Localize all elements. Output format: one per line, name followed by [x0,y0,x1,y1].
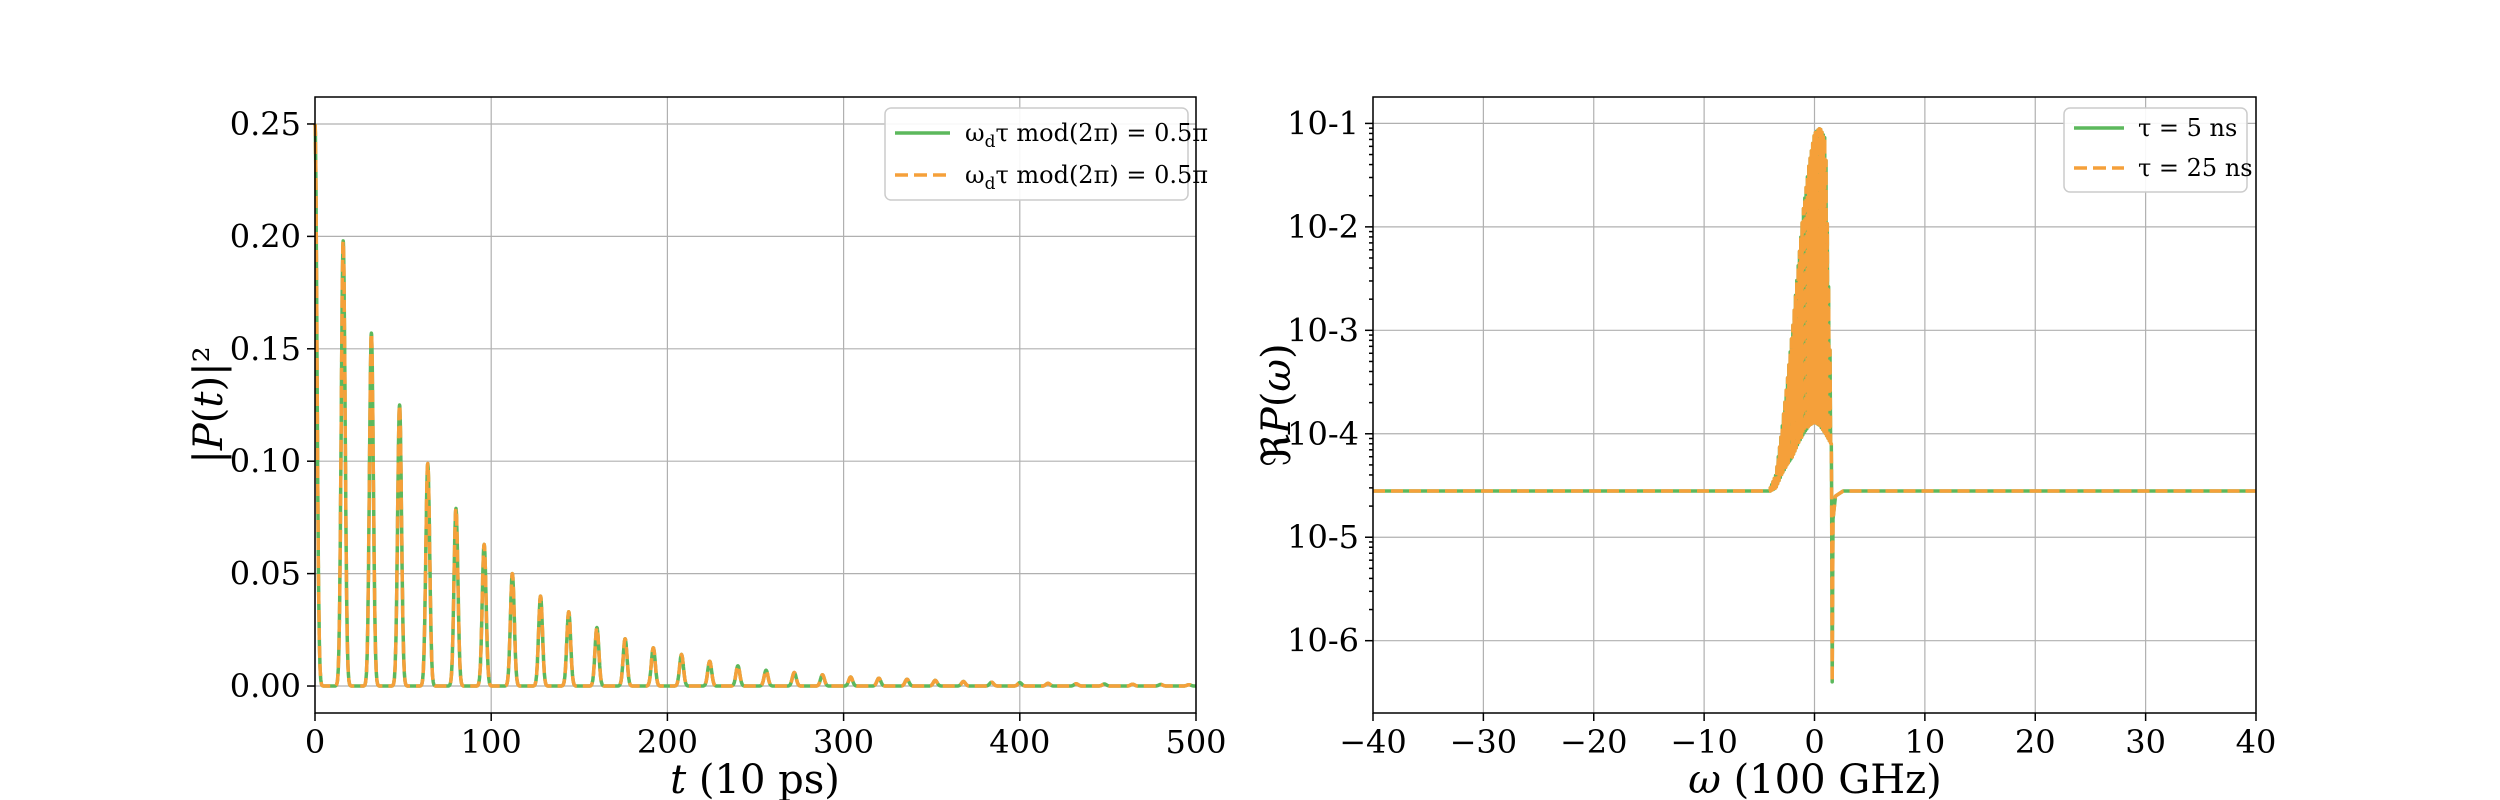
left-x-tick-label: 0 [305,723,325,761]
left-y-tick-label: 0.15 [230,330,301,368]
left-x-tick-label: 300 [813,723,874,761]
left-series-group [313,123,1198,688]
left-y-tick-label: 0.20 [230,217,301,255]
left-x-axis-label: t (10 ps) [670,757,840,800]
right-legend-label-2: τ = 25 ns [2138,154,2253,182]
right-x-tick-label: 20 [2015,723,2056,761]
right-x-axis-label: ω (100 GHz) [1688,757,1942,800]
left-legend: ωdτ mod(2π) = 0.5π ωdτ mod(2π) = 0.5π [884,107,1208,201]
right-y-tick-label: 10-6 [1287,622,1359,660]
right-x-tick-label: −30 [1450,723,1518,761]
right-y-tick-label: 10-1 [1287,104,1359,142]
left-y-axis-label: |P(t)|² [186,346,232,463]
right-y-tick-label: 10-4 [1287,415,1359,453]
right-y-tick-label: 10-2 [1287,208,1359,246]
right-x-tick-label: 30 [2125,723,2166,761]
right-x-tick-label: 0 [1804,723,1824,761]
left-x-tick-label: 500 [1165,723,1226,761]
right-y-axis-label: ℜP(ω) [1254,343,1300,466]
right-x-tick-label: 10 [1905,723,1946,761]
right-y-tick-label: 10-3 [1287,311,1359,349]
left-x-tick-label: 200 [637,723,698,761]
right-x-tick-label: 40 [2236,723,2277,761]
right-x-tick-label: −20 [1560,723,1628,761]
left-legend-box [884,107,1189,201]
right-series-group [1373,127,2256,684]
left-ticks: 0 100 200 300 400 500 0.00 0.05 0.10 0.15 0.20 0.25 [230,105,1227,761]
right-legend-label-1: τ = 5 ns [2138,114,2237,142]
right-x-tick-label: −40 [1339,723,1407,761]
left-series-line-1 [313,123,1198,688]
right-series-line-2 [1373,127,2256,684]
left-legend-label-2: ωdτ mod(2π) = 0.5π [965,161,1208,194]
left-x-tick-label: 100 [461,723,522,761]
right-legend: τ = 5 ns τ = 25 ns [2063,107,2253,193]
frequency-domain-plot: −40 −30 −20 −10 0 10 20 30 40 10-6 10-5 10-4 10-3 10-… [1254,96,2276,800]
right-x-tick-label: −10 [1670,723,1738,761]
left-y-tick-label: 0.00 [230,667,301,705]
right-ticks: −40 −30 −20 −10 0 10 20 30 40 10-6 10-5 10-4 10-3 10-… [1287,104,2276,761]
left-legend-label-1: ωdτ mod(2π) = 0.5π [965,119,1208,152]
right-y-tick-label: 10-5 [1287,518,1359,556]
left-x-tick-label: 400 [989,723,1050,761]
left-axes-frame [314,96,1197,714]
left-series-line-2 [313,123,1198,688]
time-domain-plot: 0 100 200 300 400 500 0.00 0.05 0.10 0.15 0.20 0.25… [186,96,1227,800]
left-y-tick-label: 0.25 [230,105,301,143]
left-y-tick-label: 0.10 [230,442,301,480]
left-y-tick-label: 0.05 [230,555,301,593]
